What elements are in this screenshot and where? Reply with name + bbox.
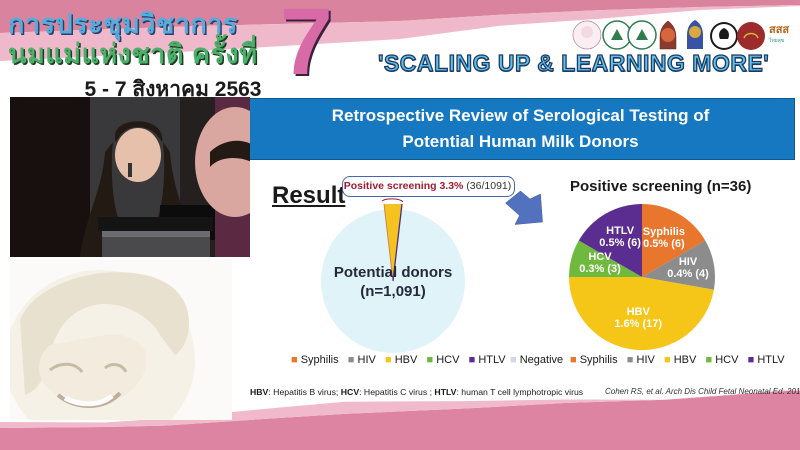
svg-text:0.5% (6): 0.5% (6) <box>599 237 641 249</box>
svg-text:1.6% (17): 1.6% (17) <box>614 318 662 330</box>
svg-text:Syphilis: Syphilis <box>643 226 685 238</box>
svg-text:HTLV: HTLV <box>606 225 635 237</box>
svg-text:HBV: HBV <box>627 306 651 318</box>
svg-text:HIV: HIV <box>679 256 698 268</box>
svg-text:0.4% (4): 0.4% (4) <box>667 268 709 280</box>
svg-text:0.5% (6): 0.5% (6) <box>643 238 685 250</box>
svg-text:HCV: HCV <box>588 251 612 263</box>
svg-text:0.3% (3): 0.3% (3) <box>579 263 621 275</box>
